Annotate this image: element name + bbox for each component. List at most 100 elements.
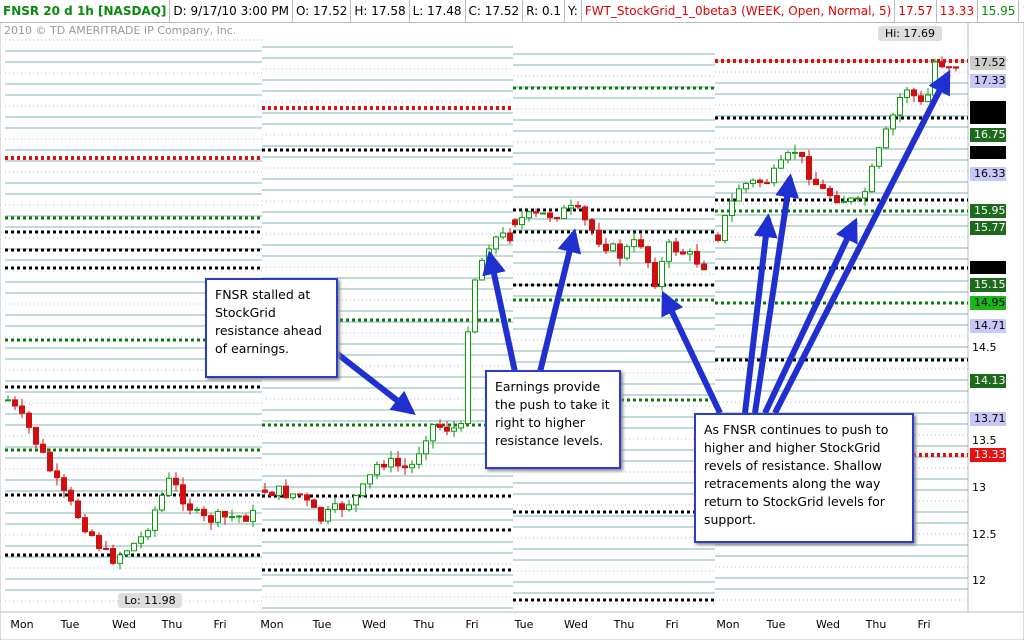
day-label: Tue — [60, 618, 80, 631]
day-label: Fri — [665, 618, 678, 631]
candle — [925, 94, 931, 103]
lo-label: Lo: 11.98 — [124, 594, 175, 607]
candle — [701, 263, 707, 271]
candle — [283, 485, 289, 499]
candle — [138, 536, 144, 544]
price-tag — [970, 74, 1006, 88]
candle — [694, 250, 700, 265]
candle — [568, 204, 574, 209]
candle — [61, 477, 67, 491]
arrow — [333, 349, 416, 415]
study-value: 1... — [1019, 0, 1024, 22]
candle — [110, 548, 116, 564]
candle — [26, 412, 32, 428]
candle — [507, 232, 513, 242]
hi-label: Hi: 17.69 — [885, 27, 935, 40]
candle — [848, 197, 854, 203]
price-tag-label: 13.33 — [974, 448, 1006, 461]
candle — [402, 465, 408, 469]
candle — [785, 152, 791, 161]
arrows — [333, 69, 951, 415]
candle — [311, 499, 317, 508]
study-value: 15.95 — [978, 0, 1020, 22]
candle — [374, 463, 380, 476]
annotation: Earnings provide the push to take it rig… — [485, 370, 621, 469]
price-tag-label: 15.15 — [974, 278, 1006, 291]
candle — [575, 204, 581, 208]
candle — [841, 201, 847, 204]
candle — [631, 239, 637, 248]
day-label: Wed — [362, 618, 386, 631]
candle — [771, 167, 777, 184]
price-tag-label: 14.95 — [974, 296, 1006, 309]
candle — [890, 114, 896, 130]
candle — [764, 182, 770, 185]
day-label: Mon — [716, 618, 739, 631]
candle — [367, 474, 373, 485]
candle — [624, 246, 630, 259]
range: R: 0.1 — [523, 0, 566, 22]
day-label: Wed — [816, 618, 840, 631]
candle — [883, 128, 889, 149]
study: FWT_StockGrid_1_0beta3 (WEEK, Open, Norm… — [582, 0, 896, 22]
price-tag — [970, 296, 1006, 310]
axis-label: 12.5 — [972, 528, 997, 541]
price-tag — [970, 167, 1006, 181]
day-label: Thu — [865, 618, 887, 631]
candle — [778, 159, 784, 169]
study-value: 17.57 — [895, 0, 937, 22]
price-tag — [970, 204, 1006, 218]
candle — [750, 179, 756, 184]
lo-box — [118, 593, 182, 608]
close: C: 17.52 — [466, 0, 524, 22]
price-tag — [970, 221, 1006, 235]
candle — [75, 500, 81, 519]
candle — [12, 399, 18, 407]
candle — [729, 200, 735, 217]
candle — [561, 207, 567, 220]
candle — [799, 151, 805, 158]
candle — [360, 483, 366, 497]
day-label: Tue — [766, 618, 786, 631]
candle — [339, 503, 345, 511]
open: O: 17.52 — [293, 0, 352, 22]
annotation: As FNSR continues to push to higher and … — [694, 413, 914, 543]
candle — [680, 251, 686, 255]
candle — [596, 229, 602, 245]
candle — [201, 508, 207, 517]
price-tag — [970, 56, 1006, 70]
symbol: FNSR 20 d 1h [NASDAQ] — [0, 0, 171, 22]
day-label: Thu — [161, 618, 183, 631]
candle — [40, 443, 46, 453]
candle — [736, 188, 742, 202]
arrow — [752, 173, 800, 414]
candle — [47, 451, 53, 472]
day-label: Fri — [465, 618, 478, 631]
candle — [526, 211, 532, 219]
candle — [166, 477, 172, 496]
candle — [876, 147, 882, 167]
price-tag-label: 13.71 — [974, 412, 1006, 425]
price-tag — [970, 448, 1006, 462]
candle — [869, 165, 875, 193]
candle — [722, 215, 728, 241]
candle — [834, 195, 840, 204]
candle — [603, 243, 609, 252]
candle — [131, 542, 137, 552]
candle — [589, 219, 595, 231]
hi-box — [878, 26, 942, 41]
day-label: Fri — [917, 618, 930, 631]
price-tag-label: 16.33 — [974, 167, 1006, 180]
candle — [806, 156, 812, 180]
day-label: Tue — [312, 618, 332, 631]
price-tag — [970, 374, 1006, 388]
low: L: 17.48 — [410, 0, 466, 22]
candle — [904, 89, 910, 98]
candle — [444, 426, 450, 432]
candle — [533, 211, 539, 214]
candle — [743, 182, 749, 190]
candle — [409, 463, 415, 469]
candle — [276, 485, 282, 497]
candle — [638, 239, 644, 248]
